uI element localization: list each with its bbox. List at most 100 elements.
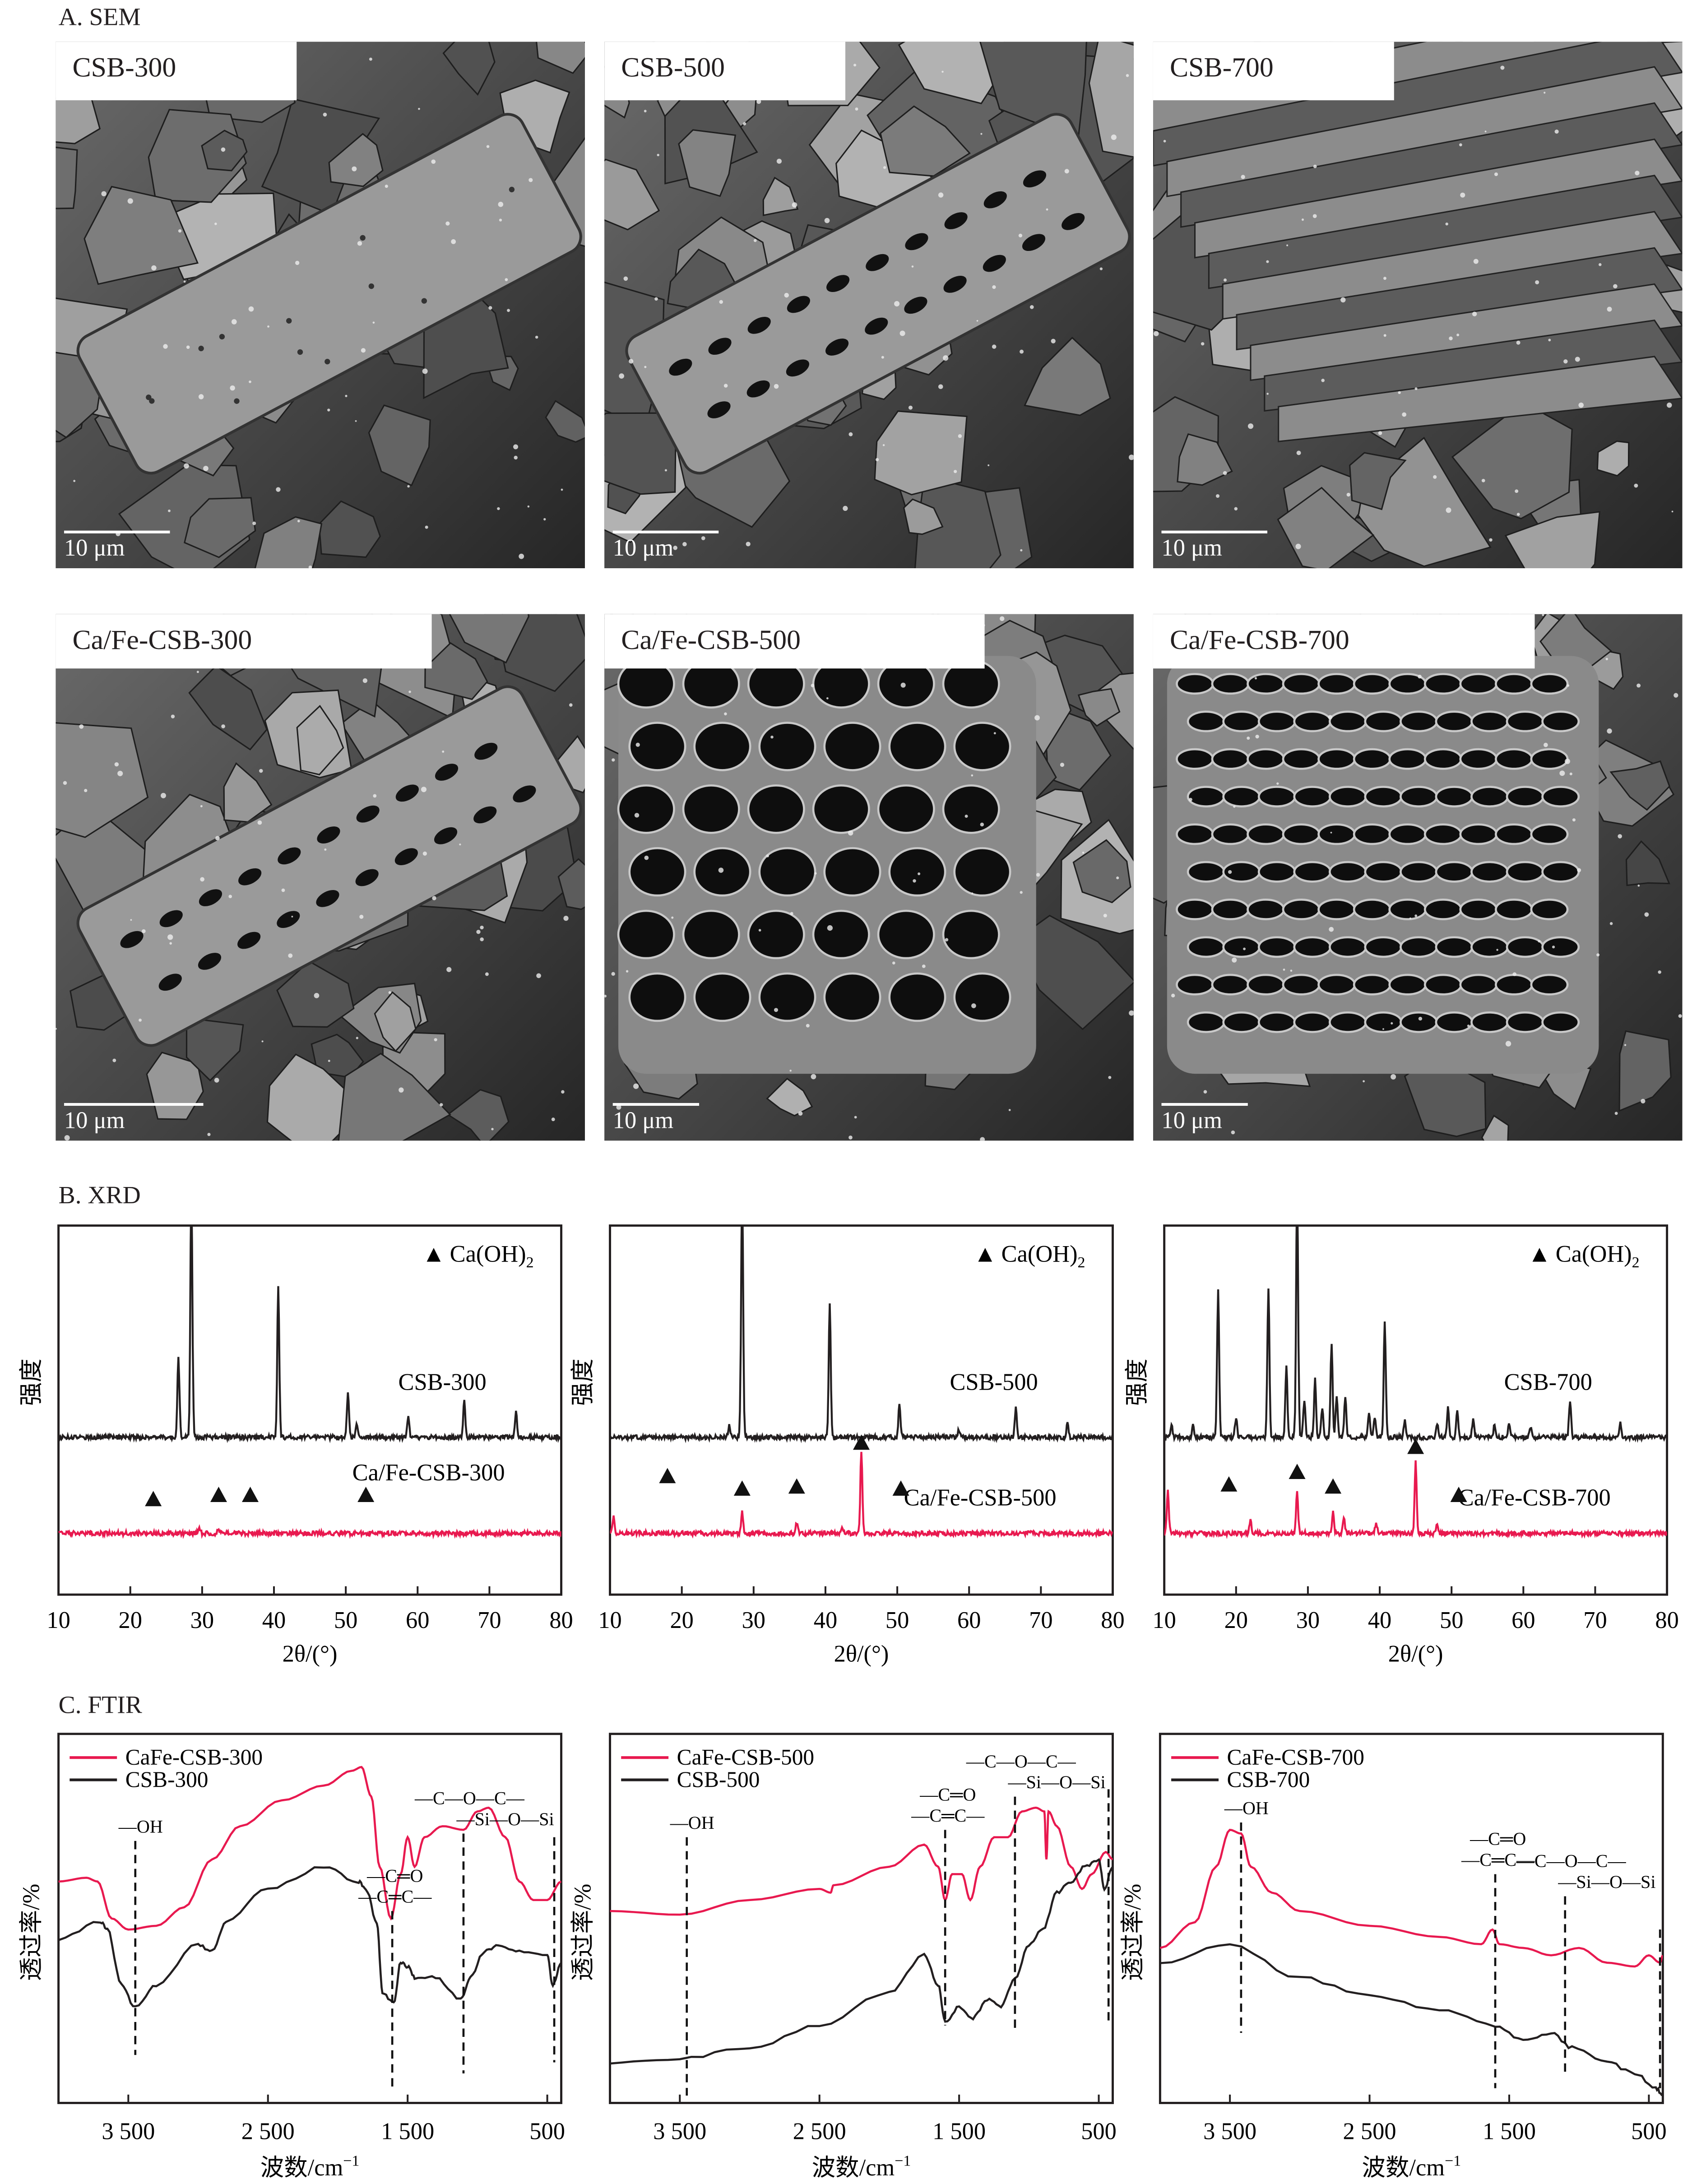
sem-layer bbox=[1278, 356, 1683, 442]
sem-pore bbox=[904, 297, 927, 314]
sem-speckle bbox=[445, 221, 450, 226]
sem-speckle bbox=[1034, 715, 1040, 721]
sem-speckle bbox=[999, 616, 1005, 621]
sem-speckle bbox=[1223, 471, 1227, 475]
sem-speckle bbox=[1544, 92, 1546, 94]
sem-pore bbox=[219, 334, 225, 340]
sem-speckle bbox=[987, 464, 990, 466]
sem-micrograph bbox=[56, 614, 585, 1141]
sem-speckle bbox=[743, 122, 746, 125]
sem-speckle bbox=[1378, 431, 1382, 435]
x-tick-label: 2 500 bbox=[1343, 2119, 1396, 2145]
sem-speckle bbox=[169, 942, 172, 945]
scale-bar-line bbox=[64, 530, 170, 533]
sem-speckle bbox=[130, 919, 132, 921]
sem-speckle bbox=[114, 762, 119, 767]
sem-pore bbox=[812, 909, 870, 960]
ca-oh2-marker bbox=[241, 1486, 259, 1502]
sem-particle bbox=[56, 146, 78, 209]
sem-pore bbox=[866, 254, 889, 271]
sem-particle bbox=[1088, 42, 1134, 158]
legend-subscript: 2 bbox=[526, 1254, 534, 1271]
sem-speckle bbox=[1398, 391, 1401, 394]
sem-speckle bbox=[806, 1024, 810, 1028]
sem-pore bbox=[877, 784, 935, 834]
legend-label: CSB-300 bbox=[125, 1767, 209, 1792]
ftir-series-CaFe-CSB-300 bbox=[58, 1766, 561, 1931]
sem-speckle bbox=[1126, 74, 1129, 77]
xrd-chart-0: 10 20 30 40 50 60 70 80 2θ/(°) 强度 ▲ Ca(OH)2 CSB-300 C… bbox=[18, 1224, 573, 1667]
sem-speckle bbox=[345, 394, 348, 397]
sem-speckle bbox=[1290, 969, 1293, 972]
sem-pore bbox=[317, 826, 340, 844]
sem-speckle bbox=[1634, 483, 1638, 488]
sem-pore bbox=[234, 398, 240, 404]
sem-speckle bbox=[485, 972, 489, 976]
ftir-series-CaFe-CSB-700 bbox=[1160, 1828, 1663, 1968]
sem-speckle bbox=[1020, 549, 1023, 552]
sem-speckle bbox=[922, 964, 926, 968]
sem-speckle bbox=[776, 158, 782, 164]
x-tick-label: 3 500 bbox=[1203, 2119, 1256, 2145]
sem-pore bbox=[368, 283, 375, 289]
sem-label: Ca/Fe-CSB-500 bbox=[604, 614, 985, 669]
sem-particle bbox=[442, 42, 496, 96]
sem-speckle bbox=[719, 300, 723, 304]
sem-speckle bbox=[1064, 169, 1069, 174]
sem-pore bbox=[120, 931, 144, 948]
sem-speckle bbox=[971, 892, 974, 895]
sem-layer bbox=[1153, 42, 1683, 167]
sem-speckle bbox=[421, 787, 427, 793]
sem-pore bbox=[356, 805, 380, 823]
sem-pore bbox=[146, 394, 152, 400]
sem-speckle bbox=[1618, 834, 1622, 839]
sem-pore bbox=[198, 345, 204, 352]
sem-pore bbox=[1541, 936, 1580, 958]
sem-speckle bbox=[635, 742, 640, 747]
sem-particle bbox=[1618, 1030, 1672, 1112]
scale-bar: 10 μm bbox=[612, 1103, 700, 1135]
sem-speckle bbox=[980, 133, 983, 135]
scale-bar-line bbox=[612, 530, 719, 533]
sem-speckle bbox=[1328, 715, 1333, 719]
sem-speckle bbox=[1414, 387, 1418, 390]
sem-pore bbox=[1541, 1011, 1580, 1033]
xrd-series-CSB-700 bbox=[1164, 1225, 1667, 1443]
sem-particle bbox=[557, 858, 585, 910]
sem-speckle bbox=[1241, 175, 1245, 179]
sem-speckle bbox=[535, 335, 538, 339]
sem-speckle bbox=[399, 1087, 404, 1093]
sem-pore bbox=[473, 806, 497, 824]
sem-particle bbox=[874, 410, 968, 496]
sem-speckle bbox=[892, 961, 895, 964]
legend-marker: ▲ bbox=[974, 1241, 997, 1267]
sem-speckle bbox=[267, 325, 269, 328]
sem-pore bbox=[159, 910, 183, 927]
sem-speckle bbox=[442, 750, 445, 753]
sem-speckle bbox=[657, 153, 659, 157]
sem-particle bbox=[1349, 452, 1407, 510]
sem-speckle bbox=[1099, 267, 1103, 270]
scale-bar-label: 10 μm bbox=[612, 1107, 674, 1134]
sem-speckle bbox=[1129, 1010, 1134, 1016]
sem-speckle bbox=[497, 507, 500, 510]
sem-speckle bbox=[1266, 393, 1269, 395]
sem-speckle bbox=[992, 285, 996, 289]
sem-speckle bbox=[1554, 130, 1559, 134]
series-label: Ca/Fe-CSB-700 bbox=[1458, 1485, 1611, 1511]
sem-speckle bbox=[230, 385, 235, 391]
sem-particle bbox=[254, 516, 323, 568]
sem-speckle bbox=[616, 1104, 621, 1110]
x-tick-label: 3 500 bbox=[102, 2119, 155, 2145]
sem-speckle bbox=[359, 914, 364, 919]
ca-oh2-marker bbox=[1450, 1486, 1467, 1502]
sem-particle bbox=[898, 42, 1005, 105]
sem-speckle bbox=[221, 724, 225, 728]
sem-speckle bbox=[214, 1078, 219, 1083]
sem-speckle bbox=[1667, 402, 1672, 408]
sem-speckle bbox=[1171, 993, 1175, 998]
sem-speckle bbox=[1635, 171, 1640, 176]
sem-pore bbox=[983, 255, 1006, 272]
sem-pore bbox=[238, 868, 262, 886]
